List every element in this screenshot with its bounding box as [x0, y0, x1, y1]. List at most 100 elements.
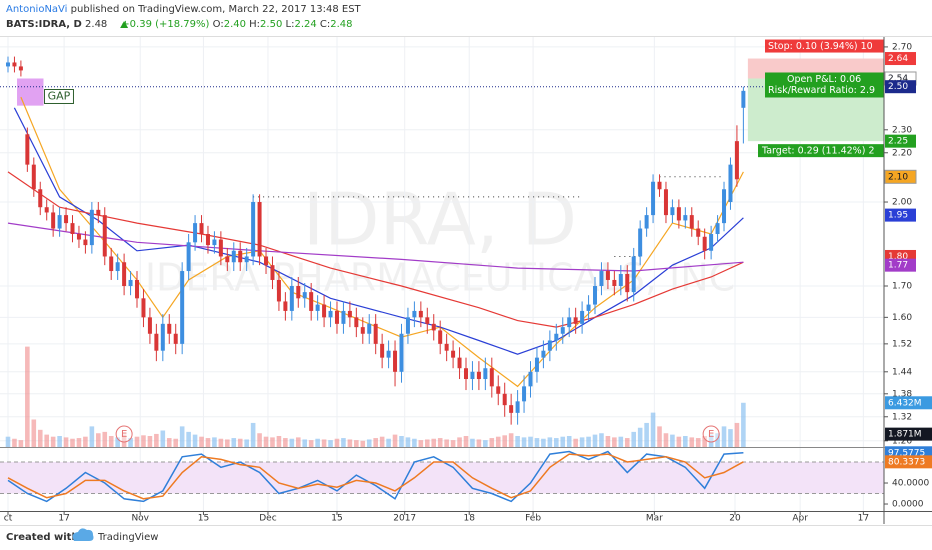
- candle-body: [238, 250, 243, 263]
- candle-body: [173, 333, 178, 344]
- x-tick-label: 17: [58, 514, 69, 524]
- volume-bar: [521, 437, 527, 447]
- volume-bar: [57, 436, 62, 447]
- volume-bar: [25, 346, 30, 447]
- candle-body: [722, 189, 727, 224]
- volume-bar: [108, 436, 114, 447]
- candle-body: [57, 215, 62, 229]
- volume-bar: [154, 433, 159, 447]
- gap-label: GAP: [48, 89, 71, 102]
- volume-bar: [683, 436, 688, 447]
- volume-bar: [534, 438, 540, 447]
- volume-bar: [618, 436, 624, 447]
- candle-body: [644, 215, 649, 229]
- candle-body: [83, 239, 88, 246]
- stoch-line: [7, 453, 744, 500]
- y-tick-label: 2.00: [892, 198, 912, 208]
- volume-bar: [295, 437, 301, 447]
- stop-label: Stop: 0.10 (3.94%) 10: [768, 41, 873, 52]
- candle-body: [663, 189, 668, 216]
- footer-brand[interactable]: TradingView: [97, 532, 158, 543]
- volume-bar: [76, 438, 82, 447]
- volume-bar: [586, 436, 591, 447]
- candle-body: [160, 323, 165, 351]
- axis-value-box: [885, 208, 916, 222]
- volume-bar: [186, 431, 191, 447]
- candle-body: [70, 223, 75, 234]
- volume-bar: [44, 434, 50, 447]
- volume-bar: [444, 439, 449, 447]
- candle-body: [463, 368, 468, 380]
- axis-value-label: 1.80: [888, 252, 908, 262]
- volume-bar: [173, 438, 179, 447]
- candle-body: [38, 189, 43, 208]
- volume-bar: [283, 438, 288, 447]
- axis-value-box: [885, 258, 916, 272]
- axis-value-label: 2.50: [888, 82, 908, 92]
- volume-bar: [399, 436, 404, 447]
- volume-bar: [592, 434, 598, 447]
- footer-created: Created with: [6, 532, 79, 543]
- candle-body: [586, 304, 591, 311]
- candle-body: [360, 327, 365, 334]
- candle-body: [122, 262, 127, 287]
- candle-body: [593, 286, 598, 305]
- candle-body: [451, 350, 456, 358]
- watermark: IDRA, D: [303, 178, 577, 262]
- volume-bar: [128, 438, 133, 447]
- volume-bar: [218, 438, 224, 447]
- volume-bar: [199, 436, 204, 447]
- stoch-value-label: 97.5775: [888, 448, 925, 458]
- candle-body: [393, 350, 398, 372]
- last: 2.48: [85, 19, 107, 30]
- volume-bar: [192, 434, 198, 447]
- candle-body: [489, 368, 494, 387]
- volume-bar: [83, 436, 88, 447]
- change: +0.39 (+18.79%): [121, 19, 209, 30]
- candle-body: [328, 310, 333, 318]
- volume-bar: [373, 438, 378, 447]
- volume-bar: [37, 429, 43, 447]
- c-label: C:: [320, 19, 330, 30]
- volume-bar: [573, 438, 578, 447]
- volume-bar: [334, 438, 340, 447]
- candle-body: [670, 207, 675, 216]
- candle-body: [509, 405, 514, 413]
- x-tick-label: 2017: [393, 514, 416, 524]
- volume-bar: [102, 431, 108, 447]
- volume-bar: [147, 436, 153, 447]
- candle-body: [225, 256, 230, 263]
- candle-body: [715, 223, 720, 234]
- up-arrow: [120, 21, 129, 28]
- gap-box: [17, 78, 44, 106]
- candle-body: [625, 273, 630, 293]
- volume-bar: [721, 426, 727, 447]
- volume-bar: [689, 437, 695, 447]
- volume-bar: [560, 436, 566, 447]
- candle-body: [89, 209, 94, 246]
- volume-bar: [637, 427, 643, 447]
- volume-bar: [276, 436, 282, 447]
- publish-line: AntonioNaVi published on TradingView.com…: [6, 4, 362, 15]
- candle-body: [638, 228, 643, 257]
- h-value: 2.50: [260, 19, 282, 30]
- pnl-label: Open P&L: 0.06: [787, 74, 861, 85]
- candle-body: [522, 386, 527, 402]
- candle-body: [64, 215, 69, 224]
- axis-value-label: 2.10: [888, 172, 908, 182]
- stoch-tick-label: 40.0000: [892, 479, 929, 489]
- volume-bar: [50, 436, 56, 447]
- candle-body: [399, 333, 404, 372]
- candle-body: [367, 323, 372, 334]
- candle-body: [618, 273, 623, 287]
- stoch-value-box: [885, 455, 932, 469]
- volume-bar: [289, 438, 295, 447]
- candle-body: [528, 371, 533, 387]
- author[interactable]: AntonioNaVi: [6, 4, 67, 15]
- volume-bar: [263, 436, 269, 447]
- axis-value-box: [885, 134, 916, 148]
- volume-bar: [257, 433, 262, 447]
- l-label: L:: [286, 19, 295, 30]
- candle-body: [96, 209, 101, 216]
- volume-bar: [115, 437, 120, 447]
